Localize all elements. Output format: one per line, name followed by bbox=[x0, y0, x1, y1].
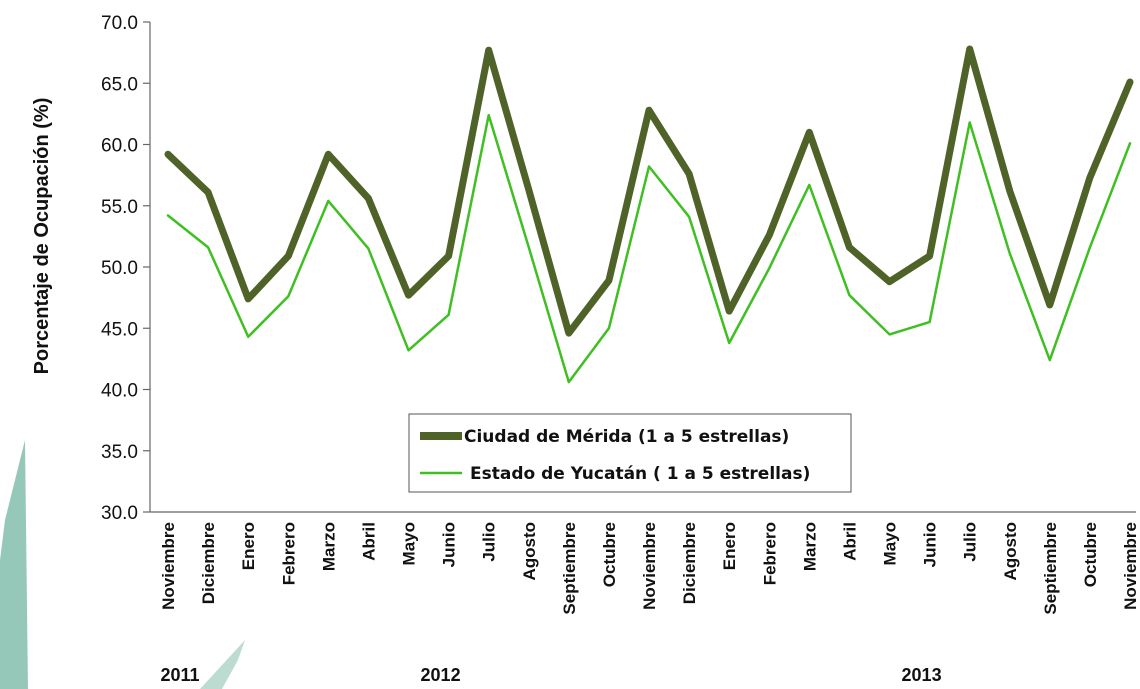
y-tick-label: 60.0 bbox=[101, 136, 138, 157]
y-tick-label: 35.0 bbox=[101, 442, 138, 463]
y-tick-label: 30.0 bbox=[101, 503, 138, 524]
x-tick-label: Enero bbox=[720, 522, 739, 570]
decorative-teal-shape bbox=[0, 440, 28, 689]
x-tick-label: Septiembre bbox=[560, 522, 579, 615]
year-label: 2011 bbox=[160, 665, 199, 685]
legend-label-yucatan: Estado de Yucatán ( 1 a 5 estrellas) bbox=[470, 464, 810, 484]
x-tick-label: Marzo bbox=[319, 522, 338, 571]
x-tick-label: Febrero bbox=[760, 522, 779, 585]
x-tick-label: Diciembre bbox=[199, 522, 218, 604]
y-tick-label: 65.0 bbox=[101, 74, 138, 95]
x-tick-label: Julio bbox=[480, 522, 499, 562]
x-tick-label: Agosto bbox=[1001, 522, 1020, 581]
y-axis-label: Porcentaje de Ocupación (%) bbox=[31, 98, 53, 375]
x-tick-label: Septiembre bbox=[1041, 522, 1060, 615]
x-tick-label: Abril bbox=[359, 522, 378, 561]
year-label: 2013 bbox=[902, 665, 942, 685]
x-tick-label: Mayo bbox=[881, 522, 900, 565]
x-tick-label: Julio bbox=[961, 522, 980, 562]
x-tick-label: Octubre bbox=[600, 522, 619, 587]
x-tick-label: Marzo bbox=[800, 522, 819, 571]
x-tick-label: Diciembre bbox=[680, 522, 699, 604]
x-tick-label: Noviembre bbox=[159, 522, 178, 610]
y-tick-label: 70.0 bbox=[101, 13, 138, 34]
decorative-teal-shape-small bbox=[200, 640, 245, 689]
x-tick-label: Mayo bbox=[400, 522, 419, 565]
legend: Ciudad de Mérida (1 a 5 estrellas) Estad… bbox=[408, 413, 852, 493]
x-tick-label: Enero bbox=[239, 522, 258, 570]
x-tick-label: Octubre bbox=[1081, 522, 1100, 587]
series-line-merida bbox=[164, 45, 1134, 337]
x-tick-label: Junio bbox=[440, 522, 459, 567]
y-tick-label: 45.0 bbox=[101, 319, 138, 340]
x-tick-label: Junio bbox=[921, 522, 940, 567]
legend-box bbox=[408, 413, 852, 493]
x-tick-label: Agosto bbox=[520, 522, 539, 581]
x-tick-label: Abril bbox=[840, 522, 859, 561]
series-lines bbox=[164, 45, 1134, 384]
legend-label-merida: Ciudad de Mérida (1 a 5 estrellas) bbox=[464, 427, 789, 447]
y-ticks: 30.0 35.0 40.0 45.0 50.0 55.0 60.0 65.0 70.0 bbox=[101, 13, 150, 524]
x-tick-label: Noviembre bbox=[640, 522, 659, 610]
series-line-yucatan bbox=[166, 113, 1132, 384]
y-tick-label: 50.0 bbox=[101, 258, 138, 279]
year-label: 2012 bbox=[421, 665, 461, 685]
y-tick-label: 40.0 bbox=[101, 381, 138, 402]
x-ticks: Noviembre Diciembre Enero Febrero Marzo Abril… bbox=[159, 522, 1140, 615]
year-labels: 2011 2012 2013 bbox=[160, 665, 941, 685]
y-tick-label: 55.0 bbox=[101, 197, 138, 218]
x-tick-label: Noviembre bbox=[1121, 522, 1140, 610]
x-tick-label: Febrero bbox=[279, 522, 298, 585]
